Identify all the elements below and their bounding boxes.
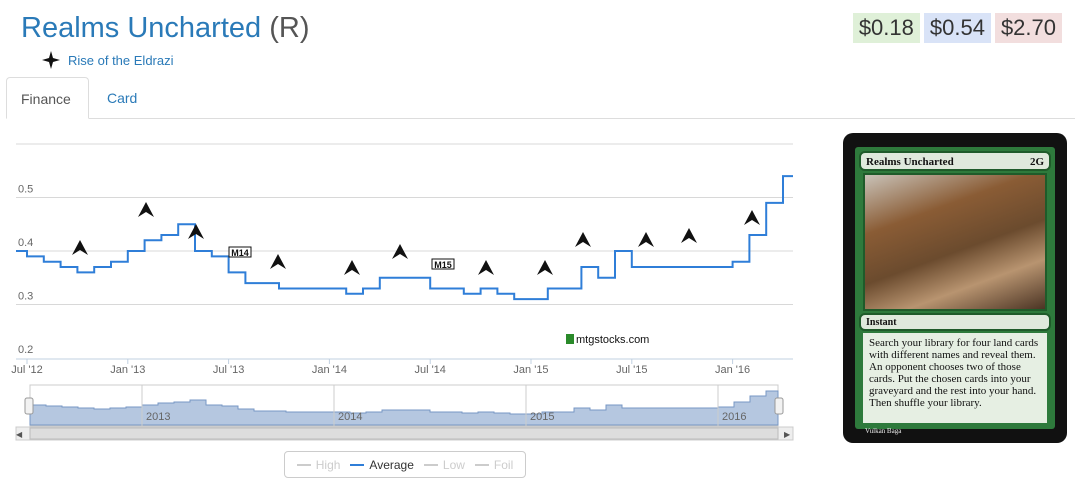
set-release-icon[interactable] xyxy=(344,260,360,275)
rarity: (R) xyxy=(269,12,310,44)
navigator[interactable]: 2013 2014 2015 2016 xyxy=(24,384,784,427)
y-tick-label: 0.5 xyxy=(18,184,33,196)
legend-average[interactable]: Average xyxy=(350,458,414,472)
x-tick-label: Jul '15 xyxy=(616,364,647,376)
navigator-label: 2015 xyxy=(530,411,554,423)
average-price-line xyxy=(16,175,793,301)
tab-bar: Finance Card xyxy=(6,77,1075,119)
set-release-icon[interactable] xyxy=(138,202,154,217)
navigator-label: 2014 xyxy=(338,411,362,423)
set-link[interactable]: Rise of the Eldrazi xyxy=(42,51,174,69)
legend-low[interactable]: Low xyxy=(423,458,465,472)
tab-finance[interactable]: Finance xyxy=(6,77,89,119)
y-tick-label: 0.4 xyxy=(18,237,33,249)
set-symbol-shape xyxy=(575,232,591,247)
set-marker-label: M15 xyxy=(434,260,452,270)
card-image-artist: Vulkan Baga xyxy=(865,427,902,435)
price-avg: $0.54 xyxy=(923,13,991,43)
y-tick-label: 0.3 xyxy=(18,291,33,303)
legend-high[interactable]: High xyxy=(296,458,340,472)
set-symbol-shape xyxy=(681,228,697,243)
set-marker-box xyxy=(228,246,252,258)
scrollbar-thumb[interactable] xyxy=(29,427,779,440)
card-image-type: Instant xyxy=(859,313,1051,331)
set-symbol-shape xyxy=(270,254,286,269)
tab-card[interactable]: Card xyxy=(107,90,138,106)
card-art xyxy=(863,173,1047,311)
x-tick-label: Jan '14 xyxy=(312,364,347,376)
card-image-text: Search your library for four land cards … xyxy=(863,333,1047,423)
set-release-icon[interactable]: M14 xyxy=(228,246,252,258)
set-release-icon[interactable] xyxy=(188,224,204,239)
set-symbol-shape xyxy=(537,260,553,275)
set-release-icon[interactable] xyxy=(392,244,408,259)
x-tick-label: Jul '13 xyxy=(213,364,244,376)
set-symbol-shape xyxy=(478,260,494,275)
x-tick-label: Jul '14 xyxy=(414,364,445,376)
set-symbol-shape xyxy=(638,232,654,247)
price-foil: $2.70 xyxy=(994,13,1062,43)
navigator-label: 2016 xyxy=(722,411,746,423)
y-tick-label: 0.2 xyxy=(18,344,33,356)
set-release-icon[interactable] xyxy=(681,228,697,243)
price-low: $0.18 xyxy=(852,13,920,43)
page-title: Realms Uncharted (R) xyxy=(21,12,309,45)
set-release-icon[interactable] xyxy=(270,254,286,269)
chart-legend: High Average Low Foil xyxy=(284,451,526,478)
set-release-icon[interactable] xyxy=(744,210,760,225)
x-tick-label: Jan '15 xyxy=(513,364,548,376)
card-image: Realms Uncharted 2G Instant Search your l… xyxy=(843,133,1067,443)
set-symbol-shape xyxy=(188,224,204,239)
card-image-name: Realms Uncharted xyxy=(866,156,954,168)
x-tick-label: Jul '12 xyxy=(11,364,42,376)
navigator-area xyxy=(29,390,779,426)
card-image-cost: 2G xyxy=(1029,156,1044,168)
set-release-icon[interactable] xyxy=(478,260,494,275)
set-release-icon[interactable] xyxy=(638,232,654,247)
x-tick-label: Jan '16 xyxy=(715,364,750,376)
x-tick-label: Jan '13 xyxy=(110,364,145,376)
set-symbol-shape xyxy=(744,210,760,225)
set-marker-label: M14 xyxy=(231,248,249,258)
navigator-handle-left[interactable] xyxy=(24,397,34,415)
card-name: Realms Uncharted xyxy=(21,12,262,44)
scroll-left-arrow[interactable]: ◀ xyxy=(16,430,23,439)
navigator-label: 2013 xyxy=(146,411,170,423)
set-symbol-shape xyxy=(72,240,88,255)
legend-foil[interactable]: Foil xyxy=(474,458,513,472)
set-name[interactable]: Rise of the Eldrazi xyxy=(68,52,174,68)
set-marker-box xyxy=(431,258,455,270)
scroll-right-arrow[interactable]: ▶ xyxy=(784,430,791,439)
navigator-handle-right[interactable] xyxy=(774,397,784,415)
set-symbol-shape xyxy=(392,244,408,259)
watermark: mtgstocks.com xyxy=(566,334,649,346)
set-symbol-shape xyxy=(344,260,360,275)
set-release-icon[interactable] xyxy=(537,260,553,275)
set-symbol-icon xyxy=(42,51,60,69)
set-release-icon[interactable] xyxy=(575,232,591,247)
scrollbar[interactable]: ◀ ▶ xyxy=(15,426,794,441)
set-symbol-shape xyxy=(138,202,154,217)
set-release-icon[interactable] xyxy=(72,240,88,255)
svg-text:mtgstocks.com: mtgstocks.com xyxy=(576,334,649,346)
set-release-icon[interactable]: M15 xyxy=(431,258,455,270)
price-chart[interactable]: 0.2 0.3 0.4 0.5 M14 M15 mtgstocks.com Jul '1… xyxy=(0,0,800,450)
